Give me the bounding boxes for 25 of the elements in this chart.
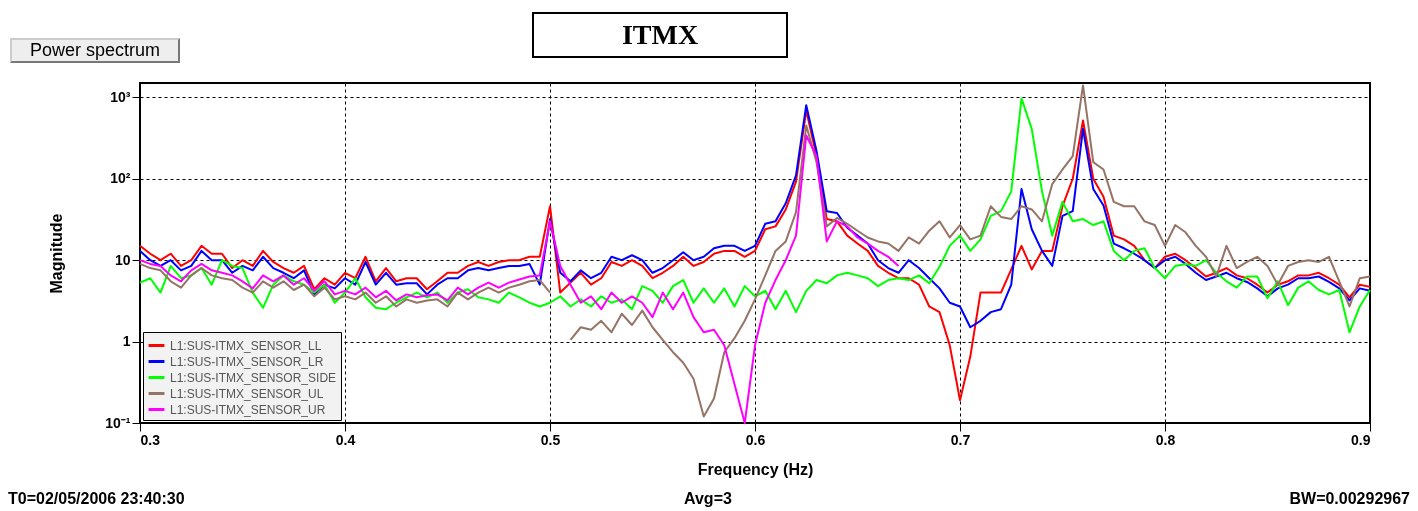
text: T0=02/05/2006 23:40:30 — [8, 490, 185, 508]
x-tick-label: 0.5 — [540, 431, 561, 448]
x-tick-label: 0.4 — [335, 431, 356, 448]
y-tick-label: 10 — [114, 251, 131, 268]
text: Power spectrum — [10, 38, 181, 63]
legend-label: L1:SUS-ITMX_SENSOR_LL — [170, 338, 322, 353]
legend-label: L1:SUS-ITMX_SENSOR_SIDE — [170, 370, 337, 385]
x-tick-label: 0.8 — [1155, 431, 1176, 448]
y-tick-label: 10³ — [110, 88, 131, 105]
x-tick-label: 0.3 — [140, 431, 161, 448]
x-tick-label: 0.9 — [1351, 431, 1371, 448]
text: Avg=3 — [684, 490, 732, 508]
x-tick-label: 0.7 — [950, 431, 971, 448]
legend-label: L1:SUS-ITMX_SENSOR_LR — [170, 354, 324, 369]
x-axis-title: Frequency (Hz) — [697, 460, 814, 478]
x-tick-label: 0.6 — [745, 431, 766, 448]
legend-label: L1:SUS-ITMX_SENSOR_UR — [170, 402, 326, 417]
y-axis-title: Magnitude — [48, 213, 66, 294]
text: BW=0.00292967 — [1289, 490, 1410, 508]
chart-title: ITMX — [532, 12, 788, 58]
y-tick-label: 10² — [110, 170, 131, 187]
line-series — [139, 134, 900, 424]
y-tick-label: 10⁻¹ — [105, 414, 131, 431]
legend-label: L1:SUS-ITMX_SENSOR_UL — [170, 386, 324, 401]
y-tick-label: 1 — [122, 333, 131, 350]
